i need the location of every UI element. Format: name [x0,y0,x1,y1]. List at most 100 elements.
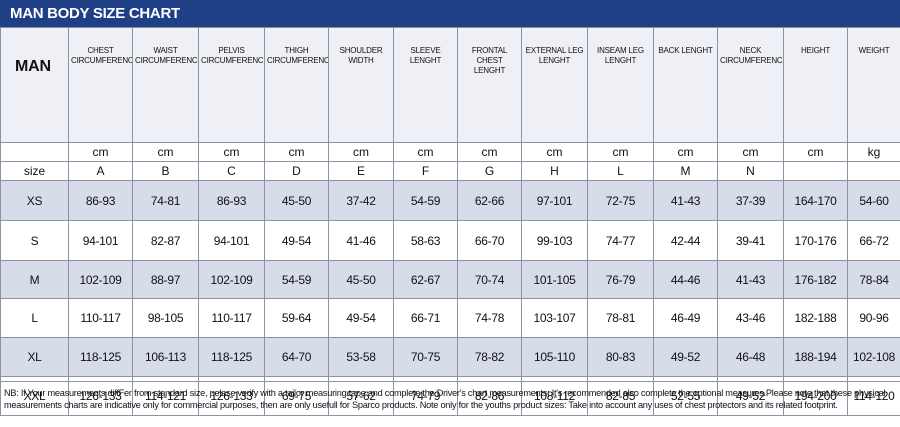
empty-cell [0,142,69,162]
unit-row: cm cm cm cm cm cm cm cm cm cm cm cm kg [0,142,900,162]
measure-cell: 59-64 [264,298,329,338]
measure-cell: 44-46 [653,260,718,299]
measure-cell: 82-86 [457,376,522,416]
measure-cell: 118-125 [68,337,133,377]
measure-cell: 46-48 [717,337,784,377]
measure-cell: 42-44 [653,220,718,261]
code-cell: C [198,161,265,181]
measure-cell: 49-54 [328,298,394,338]
unit-cell: kg [847,142,900,162]
measure-cell: 66-71 [393,298,458,338]
measure-cell: 110-117 [68,298,133,338]
code-cell: E [328,161,394,181]
measure-cell: 54-59 [393,180,458,221]
measure-cell: 70-75 [393,337,458,377]
size-row: XL 118-125 106-113 118-125 64-70 53-58 70-75 78… [0,337,900,377]
measure-cell: 82-85 [587,376,654,416]
measure-cell: 110-117 [198,298,265,338]
measure-cell: 46-49 [653,298,718,338]
size-row: S 94-101 82-87 94-101 49-54 41-46 58-63 66-70 99… [0,220,900,261]
column-header: WAIST CIRCUMFERENCE [132,27,199,143]
measure-cell: 86-93 [198,180,265,221]
measure-cell: 94-101 [198,220,265,261]
measure-cell: 74-78 [457,298,522,338]
measure-cell: 105-110 [521,337,588,377]
code-cell: M [653,161,718,181]
unit-cell: cm [264,142,329,162]
measure-cell: 106-113 [132,337,199,377]
measure-cell: 74-81 [132,180,199,221]
measure-cell: 126-133 [68,376,133,416]
unit-cell: cm [653,142,718,162]
column-header: NECK CIRCUMFERENCE [717,27,784,143]
unit-cell: cm [521,142,588,162]
size-row: L 110-117 98-105 110-117 59-64 49-54 66-71 74-7… [0,298,900,338]
measure-cell: 99-103 [521,220,588,261]
size-table: MAN CHEST CIRCUMFERENCE WAIST CIRCUMFERENC… [0,27,900,416]
measure-cell: 118-125 [198,337,265,377]
measure-cell: 37-42 [328,180,394,221]
column-header: THIGH CIRCUMFERENCE [264,27,329,143]
column-header: CHEST CIRCUMFERENCE [68,27,133,143]
unit-cell: cm [328,142,394,162]
measure-cell: 108-112 [521,376,588,416]
measure-cell: 176-182 [783,260,848,299]
measure-cell: 62-66 [457,180,522,221]
measure-cell: 126-133 [198,376,265,416]
size-name: XXL [0,376,69,416]
measure-cell: 86-93 [68,180,133,221]
measure-cell: 70-74 [457,260,522,299]
code-cell [783,161,848,181]
measure-cell: 74-79 [393,376,458,416]
measure-cell: 78-81 [587,298,654,338]
measure-cell: 41-43 [717,260,784,299]
measure-cell: 54-60 [847,180,900,221]
unit-cell: cm [198,142,265,162]
measure-cell: 97-101 [521,180,588,221]
column-header: FRONTAL CHEST LENGHT [457,27,522,143]
measure-cell: 39-41 [717,220,784,261]
column-header: SLEEVE LENGHT [393,27,458,143]
measure-cell: 78-82 [457,337,522,377]
code-cell: B [132,161,199,181]
measure-cell: 66-70 [457,220,522,261]
measure-cell: 49-52 [653,337,718,377]
measure-cell: 45-50 [328,260,394,299]
size-name: XS [0,180,69,221]
column-header: WEIGHT [847,27,900,143]
measure-cell: 164-170 [783,180,848,221]
measure-cell: 41-46 [328,220,394,261]
measure-cell: 78-84 [847,260,900,299]
measure-cell: 45-50 [264,180,329,221]
footnote: NB: If Your measurements diffFer from st… [0,381,900,427]
measure-cell: 88-97 [132,260,199,299]
size-label: size [0,161,69,181]
code-cell: D [264,161,329,181]
code-cell: F [393,161,458,181]
measure-cell: 37-39 [717,180,784,221]
code-row: size A B C D E F G H L M N [0,161,900,181]
measure-cell: 64-70 [264,337,329,377]
measure-cell: 49-54 [264,220,329,261]
title-bar: MAN BODY SIZE CHART [0,0,900,27]
column-header: BACK LENGHT [653,27,718,143]
code-cell: H [521,161,588,181]
code-cell: L [587,161,654,181]
code-cell: A [68,161,133,181]
measure-cell: 62-67 [393,260,458,299]
measure-cell: 98-105 [132,298,199,338]
measure-cell: 101-105 [521,260,588,299]
measure-cell: 182-188 [783,298,848,338]
measure-cell: 102-109 [68,260,133,299]
size-row: XXL 126-133 114-121 126-133 69-75 57-62 74-79 8… [0,376,900,416]
measure-cell: 90-96 [847,298,900,338]
column-header: EXTERNAL LEG LENGHT [521,27,588,143]
unit-cell: cm [717,142,784,162]
measure-cell: 76-79 [587,260,654,299]
measure-cell: 53-58 [328,337,394,377]
measure-cell: 54-59 [264,260,329,299]
measure-cell: 74-77 [587,220,654,261]
measure-cell: 72-75 [587,180,654,221]
measure-cell: 82-87 [132,220,199,261]
